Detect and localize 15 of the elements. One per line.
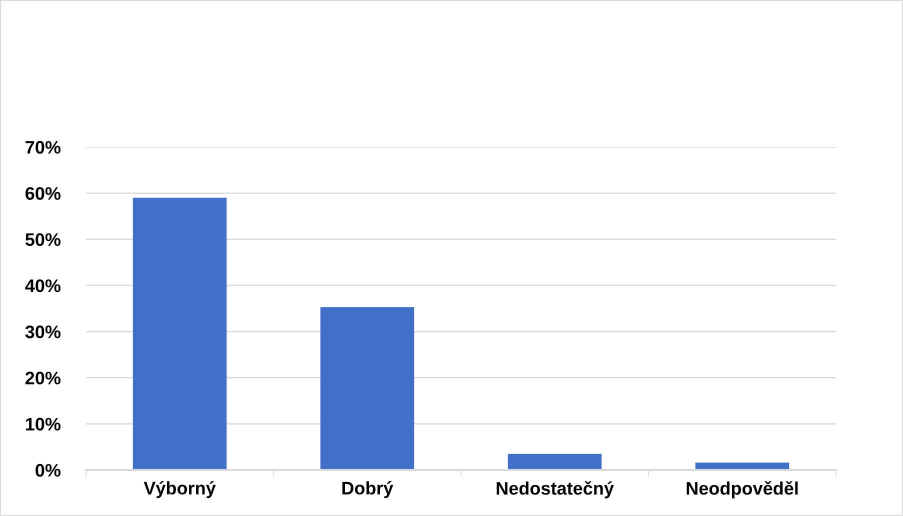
y-tick-label: 50%	[25, 233, 61, 246]
y-tick-label: 30%	[25, 326, 61, 338]
y-tick-label: 10%	[26, 418, 61, 431]
y-tick-label: 0%	[36, 464, 61, 477]
x-tick-label: Nedostatečný	[496, 481, 614, 498]
x-tick-label: Výborný	[144, 481, 216, 498]
y-tick-label: 20%	[25, 372, 61, 384]
y-tick-label: 60%	[26, 187, 61, 200]
bar	[508, 454, 602, 470]
y-tick-label: 40%	[25, 279, 61, 292]
bar	[132, 198, 227, 470]
y-tick-label: 70%	[26, 140, 61, 154]
x-tick-label: Dobrý	[342, 481, 394, 498]
bar	[320, 307, 414, 470]
x-tick-label: Neodpověděl	[686, 481, 798, 498]
